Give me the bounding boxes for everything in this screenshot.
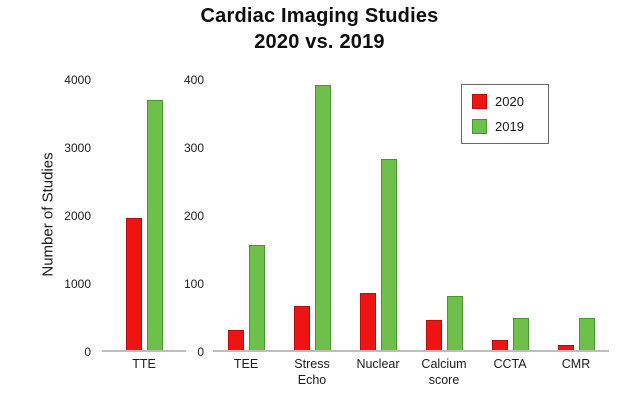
right-plot-area (213, 80, 609, 352)
bar-2019-ccta (512, 318, 529, 350)
bar-2019-nuclear (380, 158, 397, 350)
y-tick-label-300: 300 (183, 141, 204, 155)
chart-subtitle: 2020 vs. 2019 (254, 31, 385, 53)
bar-2020-tee (227, 329, 244, 350)
bar-2019-stress-echo (314, 84, 331, 350)
right-y-axis-ticks: 0 100 200 300 400 (168, 73, 208, 359)
bar-2020-calcium-score (425, 319, 442, 350)
legend-item-2020: 2020 (472, 94, 538, 109)
y-tick-label-4000: 4000 (64, 73, 91, 87)
y-tick-label-0: 0 (84, 345, 91, 359)
bar-group-cmr (557, 80, 595, 350)
x-category-label-stress-echo: Stress Echo (294, 357, 330, 387)
x-category-label-ccta: CCTA (493, 357, 527, 371)
bar-2020-nuclear (359, 292, 376, 350)
y-tick-label-2000: 2000 (64, 209, 91, 223)
bar-group-stress-echo (293, 80, 331, 350)
bar-group-tee (227, 80, 265, 350)
legend: 2020 2019 (461, 84, 549, 144)
bar-2019-calcium-score (446, 296, 463, 350)
y-tick-label-100: 100 (183, 277, 204, 291)
y-tick-label-0: 0 (197, 345, 204, 359)
legend-label-2019: 2019 (495, 119, 524, 134)
bar-2020-cmr (557, 344, 574, 350)
y-tick-label-400: 400 (183, 73, 204, 87)
legend-label-2020: 2020 (495, 94, 524, 109)
bar-2020-tte (125, 218, 142, 350)
legend-swatch-2020 (472, 94, 487, 109)
legend-swatch-2019 (472, 119, 487, 134)
y-tick-label-200: 200 (183, 209, 204, 223)
bar-2020-stress-echo (293, 306, 310, 350)
bar-group-nuclear (359, 80, 397, 350)
bar-2019-tte (146, 100, 163, 350)
y-tick-label-1000: 1000 (64, 277, 91, 291)
x-category-label-nuclear: Nuclear (356, 357, 400, 371)
right-x-axis-labels: TEE Stress Echo Nuclear Calcium score CCTA CM… (213, 357, 609, 388)
left-y-axis-ticks: 0 1000 2000 3000 4000 (55, 73, 95, 359)
bar-group-ccta (491, 80, 529, 350)
x-category-label-calcium-score: Calcium score (421, 357, 467, 387)
chart-title: Cardiac Imaging Studies (200, 5, 439, 27)
bar-2019-cmr (578, 317, 595, 350)
bar-2019-tee (248, 245, 265, 350)
x-category-label-cmr: CMR (561, 357, 591, 371)
bar-group-tte (125, 80, 163, 350)
legend-item-2019: 2019 (472, 119, 538, 134)
bar-group-calcium-score (425, 80, 463, 350)
left-plot-area (102, 80, 186, 352)
y-axis-title: Number of Studies (39, 152, 57, 277)
x-category-label-tte: TTE (132, 357, 156, 371)
left-x-axis-labels: TTE (102, 357, 186, 373)
bar-2020-ccta (491, 339, 508, 350)
y-tick-label-3000: 3000 (64, 141, 91, 155)
x-category-label-tee: TEE (233, 357, 259, 371)
